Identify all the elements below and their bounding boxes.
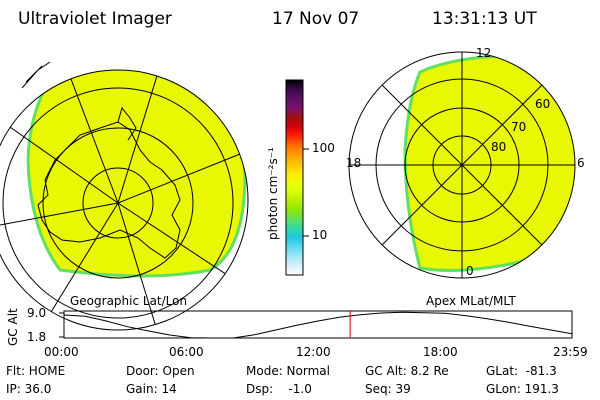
mlat-mlt-plot xyxy=(348,51,576,279)
status-mode: Mode: Normal xyxy=(246,364,330,378)
geographic-map xyxy=(0,61,249,331)
coastline xyxy=(37,121,181,259)
status-gc-alt: GC Alt: 8.2 Re xyxy=(365,364,449,378)
colorbar xyxy=(285,79,309,276)
status-glon: GLon: 191.3 xyxy=(486,382,559,396)
ytick-1-8: 1.8 xyxy=(27,330,47,344)
status-glat: GLat: -81.3 xyxy=(486,364,557,378)
colorbar-unit-label: photon cm⁻²s⁻¹ xyxy=(266,147,280,240)
orbit-timeline xyxy=(59,310,573,339)
app-title: Ultraviolet Imager xyxy=(18,9,172,29)
status-seq: Seq: 39 xyxy=(365,382,411,396)
mlat-label-80: 80 xyxy=(491,140,507,154)
right-panel-caption: Apex MLat/MLT xyxy=(426,294,516,308)
xtick-1800: 18:00 xyxy=(423,345,458,359)
xtick-2359: 23:59 xyxy=(553,345,588,359)
aurora-region-right xyxy=(403,54,575,272)
mlat-label-70: 70 xyxy=(511,120,527,134)
mlt-label-18: 18 xyxy=(346,156,362,170)
status-door: Door: Open xyxy=(126,364,195,378)
mlt-label-0: 0 xyxy=(466,264,474,278)
xtick-0600: 06:00 xyxy=(169,345,204,359)
left-panel-caption: Geographic Lat/Lon xyxy=(70,294,188,308)
mlt-label-12: 12 xyxy=(476,46,492,60)
time-label: 13:31:13 UT xyxy=(432,9,537,29)
xtick-0000: 00:00 xyxy=(44,345,79,359)
status-flt: Flt: HOME xyxy=(6,364,66,378)
peninsula xyxy=(117,106,137,141)
status-ip: IP: 36.0 xyxy=(6,382,52,396)
ytick-9: 9.0 xyxy=(27,306,47,320)
mlat-label-60: 60 xyxy=(535,97,551,111)
orbit-altitude-line xyxy=(63,311,573,339)
coast-fragment xyxy=(21,61,51,89)
aurora-region-left xyxy=(26,70,247,278)
status-gain: Gain: 14 xyxy=(126,382,177,396)
timeline-ylabel: GC Alt xyxy=(6,308,20,346)
date-label: 17 Nov 07 xyxy=(272,9,360,29)
colorbar-tick-100: 100 xyxy=(312,141,335,155)
mlt-label-6: 6 xyxy=(577,156,585,170)
colorbar-tick-10: 10 xyxy=(312,228,328,242)
xtick-1200: 12:00 xyxy=(296,345,331,359)
status-dsp: Dsp: -1.0 xyxy=(246,382,312,396)
